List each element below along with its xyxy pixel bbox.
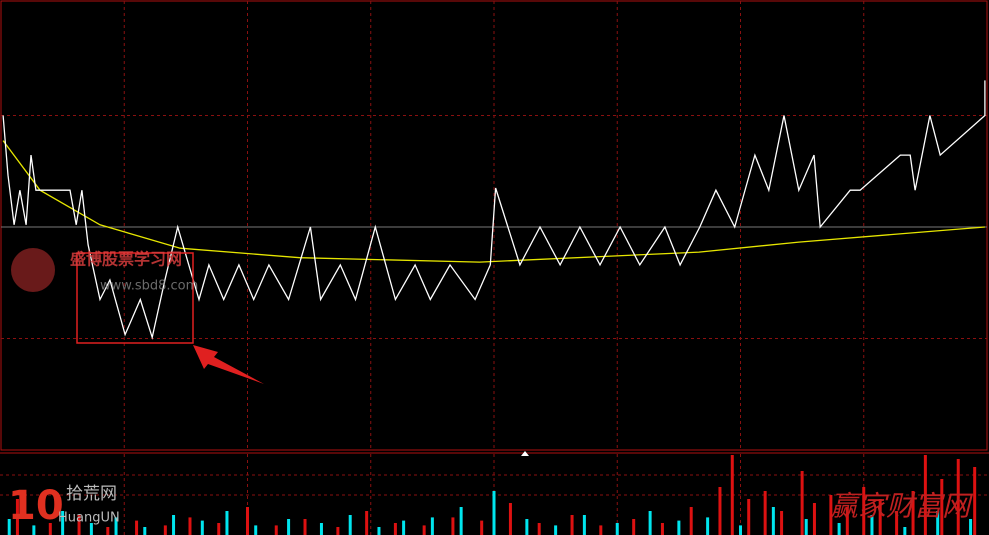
volume-bar: [677, 520, 681, 535]
volume-bar: [135, 520, 139, 535]
volume-bar: [274, 525, 278, 535]
volume-bar: [862, 487, 866, 535]
volume-bar: [217, 523, 221, 535]
volume-bar: [956, 459, 960, 535]
volume-bar: [89, 523, 93, 535]
volume-bar: [845, 507, 849, 535]
volume-bar: [969, 519, 973, 535]
volume-bar: [459, 507, 463, 535]
volume-bar: [451, 517, 455, 535]
volume-bar: [246, 507, 249, 535]
average-line: [2, 140, 985, 263]
volume-bar: [689, 507, 693, 535]
volume-bar: [48, 523, 52, 535]
volume-bar: [287, 519, 291, 535]
volume-bar: [747, 499, 751, 535]
volume-bar: [492, 491, 496, 535]
volume-bar: [402, 520, 406, 535]
volume-bar: [254, 525, 258, 535]
watermark-number: 10: [8, 483, 64, 529]
volume-bar: [706, 517, 710, 535]
volume-bar: [615, 523, 619, 535]
watermark-brand: 拾荒网: [66, 484, 117, 504]
volume-bar: [870, 515, 874, 535]
watermark-url: www.sbd8.com: [100, 279, 198, 294]
volume-bar: [106, 527, 110, 535]
volume-bar: [771, 507, 775, 535]
volume-bar: [878, 499, 882, 535]
volume-bar: [143, 527, 147, 535]
volume-bar: [940, 479, 944, 535]
volume-bar: [377, 527, 381, 535]
volume-bar: [739, 525, 742, 535]
logo-circle: [11, 248, 55, 292]
volume-bar: [188, 517, 192, 535]
volume-bar: [15, 499, 19, 535]
volume-bar: [163, 525, 167, 535]
watermark-site: 盛博股票学习网: [70, 250, 182, 269]
volume-bar: [200, 520, 204, 535]
volume-bar: [632, 519, 636, 535]
volume-bar: [582, 515, 586, 535]
volume-bar: [812, 503, 816, 535]
volume-bar: [554, 525, 558, 535]
volume-bar: [303, 519, 307, 535]
volume-bar: [508, 503, 512, 535]
volume-bar: [525, 519, 529, 535]
volume-bar: [225, 511, 229, 535]
volume-bar: [336, 527, 340, 535]
volume-bar: [800, 471, 804, 535]
volume-bar: [393, 523, 397, 535]
volume-bar: [903, 527, 907, 535]
volume-bar: [923, 455, 927, 535]
volume-bar: [77, 515, 81, 535]
volume-bar: [365, 511, 369, 535]
volume-bar: [648, 511, 652, 535]
volume-bar: [780, 511, 784, 535]
volume-bar: [32, 525, 36, 535]
volume-bar: [61, 511, 65, 535]
volume-bar: [936, 511, 940, 535]
price-line: [2, 80, 986, 340]
volume-bar: [837, 523, 841, 535]
volume-bar: [599, 525, 603, 535]
watermark-corner: 赢家财富网: [830, 490, 974, 523]
volume-bar: [7, 519, 11, 535]
volume-bar: [319, 523, 323, 535]
volume-bar: [718, 487, 722, 535]
volume-bar: [537, 523, 541, 535]
volume-bar: [480, 520, 484, 535]
volume-bar: [895, 511, 899, 535]
volume-bar: [570, 515, 574, 535]
volume-bar: [660, 523, 664, 535]
volume-bar: [804, 519, 808, 535]
volume-bar: [114, 517, 118, 535]
volume-bar: [422, 525, 426, 535]
volume-bar: [911, 491, 915, 535]
volume-bar: [172, 515, 176, 535]
volume-bar: [829, 495, 833, 535]
highlight-box: [76, 252, 194, 344]
volume-bar: [973, 467, 977, 535]
marks: [2, 80, 986, 535]
volume-bar: [730, 455, 734, 535]
volume-bar: [430, 517, 434, 535]
arrow: [193, 345, 264, 384]
watermark-brand-latin: HuangUN: [58, 511, 120, 526]
volume-bar: [348, 515, 352, 535]
volume-bar: [763, 491, 767, 535]
divider-marker: [521, 451, 529, 456]
